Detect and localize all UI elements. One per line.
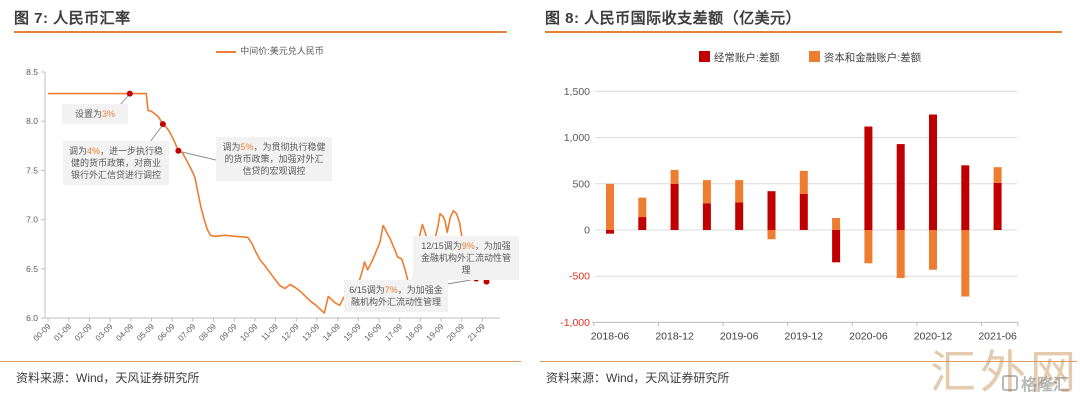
legend-label: 资本和金融账户:差额	[823, 52, 922, 64]
figure8-source: 资料来源：Wind，天风证券研究所	[546, 371, 730, 385]
annotation-text: ，进一步执行稳健的货币政策，对商业银行外汇信贷进行调控	[70, 146, 164, 181]
svg-text:13-09: 13-09	[301, 322, 322, 343]
figure7-line-chart: 8.5 8.0 7.5 7.0 6.5 6.000-09 01-09 02-09 03-09 04…	[26, 67, 500, 343]
figure7-legend-label: 中间价:美元兑人民币	[240, 46, 324, 56]
annotation-adjust-4pct: 调为4%，进一步执行稳健的货币政策，对商业银行外汇信贷进行调控	[63, 141, 169, 186]
svg-text:2020-06: 2020-06	[849, 331, 888, 343]
legend-item-current-account: 经常账户:差额	[698, 51, 780, 64]
annotation-pct: 9%	[461, 241, 475, 251]
annotation-adjust-7pct: 6/15调为7%，为加强金融机构外汇流动性管理	[344, 280, 448, 313]
svg-text:8.5: 8.5	[26, 67, 38, 77]
figure7-legend: 中间价:美元兑人民币	[0, 44, 540, 57]
figure7-source: 资料来源：Wind，天风证券研究所	[16, 371, 200, 385]
svg-text:04-09: 04-09	[114, 322, 135, 343]
figure8-source-rule	[540, 361, 1077, 362]
svg-text:7.5: 7.5	[26, 165, 38, 175]
red-square-swatch	[698, 51, 710, 62]
svg-text:11-09: 11-09	[260, 322, 281, 343]
annotation-pct: 3%	[102, 109, 116, 119]
svg-text:15-09: 15-09	[342, 322, 363, 343]
svg-text:10-09: 10-09	[238, 322, 259, 343]
annotation-text: 设置为	[74, 109, 102, 119]
svg-text:2018-06: 2018-06	[591, 331, 630, 343]
svg-text:02-09: 02-09	[73, 322, 94, 343]
figure7-title-rule	[14, 31, 507, 33]
svg-text:14-09: 14-09	[321, 322, 342, 343]
figure8-title: 图 8: 人民币国际收支差额（亿美元）	[545, 10, 802, 27]
svg-text:12-09: 12-09	[280, 322, 301, 343]
svg-text:19-09: 19-09	[425, 322, 446, 343]
svg-text:1,000: 1,000	[564, 132, 590, 144]
annotation-text: ，为加强金融机构外汇流动性管理	[420, 241, 511, 276]
annotation-text: ，为贯彻执行稳健的货币政策，加强对外汇信贷的宏观调控	[224, 142, 326, 177]
figure8-title-rule	[545, 31, 1062, 33]
legend-item-capital-account: 资本和金融账户:差额	[808, 51, 922, 64]
figure7-source-rule	[0, 361, 521, 362]
gelonghui-logo-text: 格隆汇	[1021, 377, 1070, 394]
svg-text:00-09: 00-09	[32, 322, 53, 343]
svg-text:7.0: 7.0	[26, 215, 38, 225]
figure8-legend: 经常账户:差额 资本和金融账户:差额	[540, 50, 1080, 65]
orange-square-swatch	[808, 51, 820, 62]
annotation-pct: 5%	[240, 142, 254, 152]
svg-text:1,500: 1,500	[564, 86, 590, 98]
svg-text:21-09: 21-09	[466, 322, 487, 343]
svg-text:2019-12: 2019-12	[785, 331, 824, 343]
svg-text:2020-12: 2020-12	[914, 331, 953, 343]
annotation-text: 调为	[68, 146, 87, 156]
svg-text:8.0: 8.0	[26, 116, 38, 126]
annotation-text: 调为	[222, 142, 241, 152]
annotation-text: 12/15调为	[421, 241, 462, 251]
annotation-adjust-5pct: 调为5%，为贯彻执行稳健的货币政策，加强对外汇信贷的宏观调控	[216, 137, 332, 182]
annotation-text: ，为加强金融机构外汇流动性管理	[350, 285, 443, 308]
svg-text:07-09: 07-09	[176, 322, 197, 343]
svg-text:08-09: 08-09	[197, 322, 218, 343]
svg-text:-1,000: -1,000	[560, 317, 590, 329]
svg-text:0: 0	[584, 225, 590, 237]
gelonghui-logo-icon	[1002, 375, 1018, 391]
svg-text:6.5: 6.5	[26, 264, 38, 274]
svg-text:500: 500	[572, 178, 590, 190]
annotation-pct: 4%	[86, 146, 100, 156]
legend-label: 经常账户:差额	[713, 52, 780, 64]
svg-text:-500: -500	[569, 271, 590, 283]
svg-text:16-09: 16-09	[363, 322, 384, 343]
svg-text:20-09: 20-09	[445, 322, 466, 343]
svg-text:6.0: 6.0	[26, 313, 38, 323]
svg-text:09-09: 09-09	[218, 322, 239, 343]
annotation-adjust-9pct: 12/15调为9%，为加强金融机构外汇流动性管理	[413, 236, 519, 281]
annotation-pct: 7%	[384, 285, 398, 295]
annotation-set-3pct: 设置为3%	[62, 104, 128, 125]
svg-text:18-09: 18-09	[404, 322, 425, 343]
svg-text:17-09: 17-09	[383, 322, 404, 343]
svg-text:03-09: 03-09	[94, 322, 115, 343]
gelonghui-watermark: 格隆汇	[1002, 371, 1069, 395]
figure7-title: 图 7: 人民币汇率	[14, 10, 131, 27]
svg-text:2021-06: 2021-06	[978, 331, 1017, 343]
annotation-text: 6/15调为	[349, 285, 385, 295]
svg-text:2019-06: 2019-06	[720, 331, 759, 343]
svg-text:06-09: 06-09	[156, 322, 177, 343]
svg-text:01-09: 01-09	[52, 322, 73, 343]
svg-text:05-09: 05-09	[135, 322, 156, 343]
legend-line-swatch	[216, 50, 237, 53]
svg-text:2018-12: 2018-12	[655, 331, 694, 343]
